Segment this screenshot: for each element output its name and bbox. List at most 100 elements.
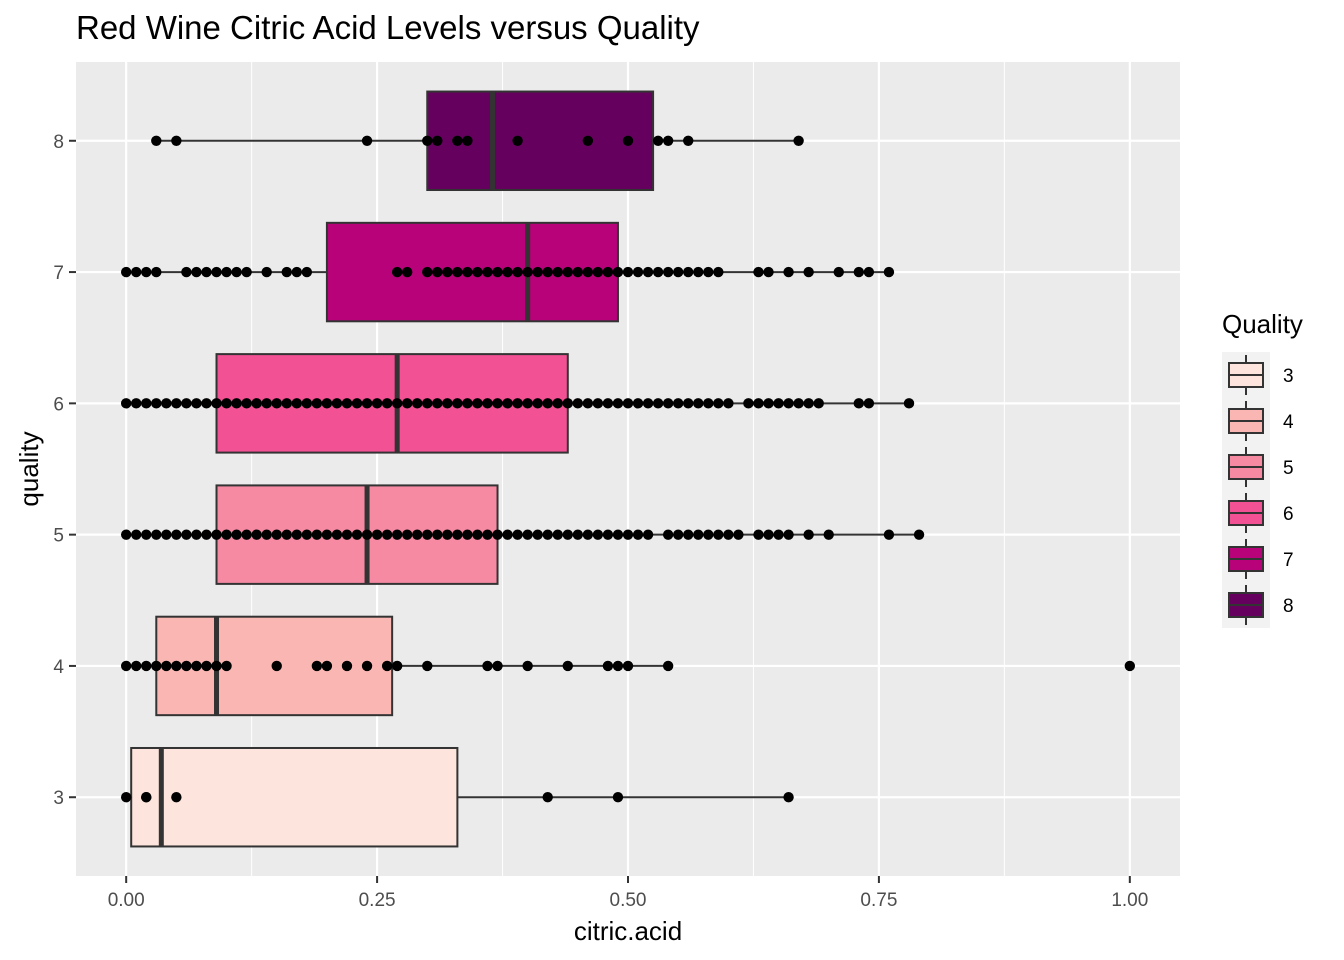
data-point [622,135,634,146]
data-point [151,660,162,672]
data-point [271,529,282,540]
data-point [693,266,704,278]
data-point [181,398,192,409]
data-point [783,266,794,278]
data-point [161,529,172,540]
data-point [211,266,222,278]
data-point [331,529,343,540]
data-point [562,266,573,278]
data-point [582,266,594,278]
data-point [753,398,764,409]
y-axis-title: quality [14,431,44,506]
data-point [903,398,915,409]
data-point [883,266,895,278]
data-point [120,266,132,278]
data-point [482,529,493,540]
y-tick-label: 8 [53,132,64,153]
data-point [301,398,313,409]
data-point [662,135,674,146]
data-point [672,529,684,540]
data-point [622,660,634,672]
data-point [683,398,694,409]
data-point [572,266,584,278]
data-point [793,398,804,409]
data-point [683,135,694,146]
data-point [763,266,774,278]
data-point [131,398,142,409]
data-point [723,398,734,409]
data-point [783,398,794,409]
data-point [783,529,794,540]
data-point [321,660,333,672]
data-point [171,792,182,803]
data-point [131,660,142,672]
data-point [602,529,614,540]
data-point [391,529,403,540]
legend-title: Quality [1222,309,1303,339]
legend: Quality 3 4 5 6 7 8 [1222,309,1303,628]
data-point [241,398,252,409]
data-point [422,660,433,672]
data-point [592,398,604,409]
data-point [492,529,503,540]
box-quality-7 [120,221,895,323]
legend-item-8: 8 [1228,585,1294,625]
data-point [181,266,192,278]
data-point [432,398,443,409]
legend-item-4: 4 [1228,401,1294,441]
data-point [763,529,774,540]
data-point [662,660,674,672]
data-point [151,398,162,409]
data-point [391,398,403,409]
data-point [803,398,814,409]
data-point [402,398,413,409]
data-point [271,398,282,409]
data-point [141,266,152,278]
data-point [452,135,463,146]
x-axis: 0.00 0.25 0.50 0.75 1.00 [108,876,1148,911]
data-point [642,398,654,409]
data-point [532,398,543,409]
data-point [592,529,604,540]
data-point [412,529,423,540]
data-point [422,398,433,409]
data-point [713,398,724,409]
data-point [231,266,242,278]
legend-label: 4 [1283,412,1294,433]
data-point [241,529,252,540]
data-point [231,398,242,409]
data-point [151,529,162,540]
data-point [341,660,353,672]
box-quality-6 [120,353,915,454]
data-point [622,266,634,278]
data-point [642,266,654,278]
data-point [833,266,844,278]
data-point [552,529,563,540]
data-point [853,266,865,278]
data-point [612,266,624,278]
data-point [773,398,784,409]
data-point [582,529,594,540]
data-point [562,660,573,672]
data-point [251,398,262,409]
data-point [120,792,132,803]
data-point [361,529,373,540]
legend-label: 6 [1283,504,1294,525]
data-point [502,266,513,278]
data-point [341,398,353,409]
data-point [522,660,533,672]
data-point [512,135,523,146]
data-point [381,529,393,540]
data-point [181,660,192,672]
data-point [713,266,724,278]
data-point [703,529,714,540]
data-point [341,529,353,540]
data-point [803,529,814,540]
data-point [562,398,573,409]
y-tick-label: 7 [53,263,64,284]
data-point [913,529,925,540]
data-point [191,660,202,672]
data-point [662,398,674,409]
data-point [693,529,704,540]
y-tick-label: 4 [53,657,64,678]
